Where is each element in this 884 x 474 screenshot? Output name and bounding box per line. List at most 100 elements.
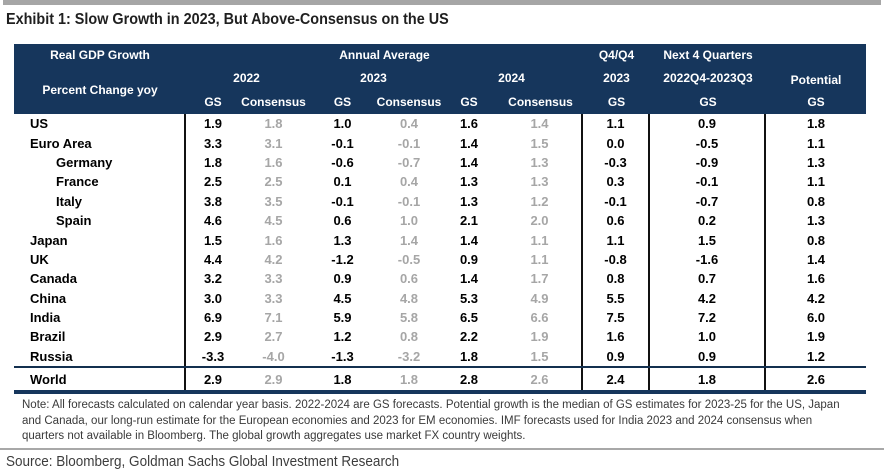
value-cell: 4.8 bbox=[399, 290, 419, 306]
value-cell: 3.2 bbox=[203, 271, 223, 287]
value-cell: 0.3 bbox=[583, 172, 650, 192]
value-cell: 6.6 bbox=[498, 307, 583, 328]
value-cell: 0.8 bbox=[399, 329, 419, 345]
country-cell: China bbox=[14, 288, 186, 308]
value-cell: 2.5 bbox=[264, 174, 283, 190]
header-gs-q4q4: GS bbox=[607, 94, 626, 109]
table-header: Real GDP Growth Annual Average Q4/Q4 Nex… bbox=[14, 44, 866, 114]
value-cell: 1.0 bbox=[399, 213, 419, 229]
value-cell: 1.6 bbox=[264, 232, 283, 248]
value-cell: -4.0 bbox=[262, 348, 285, 364]
table-row: Brazil 2.9 2.7 1.2 0.8 2.2 1.9 1.6 1.0 1.9 bbox=[14, 327, 866, 347]
value-cell: 1.8 bbox=[459, 348, 479, 364]
country-cell: India bbox=[14, 307, 186, 328]
value-cell: 1.3 bbox=[333, 232, 352, 248]
header-consensus-2022: Consensus bbox=[241, 94, 306, 109]
header-percent-change-yoy: Percent Change yoy bbox=[42, 83, 158, 97]
value-cell: -1.6 bbox=[650, 249, 766, 270]
value-cell: 2.6 bbox=[498, 368, 583, 391]
top-divider-bar bbox=[3, 0, 881, 5]
value-cell: 2.8 bbox=[459, 371, 479, 387]
table-row: Russia -3.3 -4.0 -1.3 -3.2 1.8 1.5 0.9 0.9 1.2 bbox=[14, 346, 866, 367]
value-cell: 3.3 bbox=[264, 271, 283, 287]
value-cell: 1.5 bbox=[498, 346, 583, 367]
value-cell: -0.1 bbox=[331, 193, 354, 209]
value-cell: 0.6 bbox=[333, 213, 352, 229]
value-cell: -0.1 bbox=[331, 135, 354, 151]
value-cell: 0.9 bbox=[333, 271, 352, 287]
value-cell: -0.8 bbox=[583, 249, 650, 270]
value-cell: 2.5 bbox=[203, 174, 223, 190]
country-cell: Japan bbox=[14, 230, 186, 250]
value-cell: 1.3 bbox=[498, 172, 583, 192]
footnote: Note: All forecasts calculated on calend… bbox=[22, 399, 840, 443]
value-cell: 6.0 bbox=[806, 310, 826, 326]
value-cell: 1.4 bbox=[459, 135, 479, 151]
country-cell: Canada bbox=[14, 269, 186, 289]
gdp-table: Real GDP Growth Annual Average Q4/Q4 Nex… bbox=[14, 44, 866, 395]
header-real-gdp-growth: Real GDP Growth bbox=[50, 48, 150, 62]
value-cell: -0.1 bbox=[650, 172, 766, 192]
value-cell: 3.1 bbox=[264, 135, 283, 151]
value-cell: 0.9 bbox=[650, 346, 766, 367]
world-body: World 2.9 2.9 1.8 1.8 2.8 2.6 2.4 1.8 2.6 bbox=[14, 368, 866, 391]
value-cell: -0.5 bbox=[397, 251, 421, 267]
value-cell: 1.3 bbox=[806, 154, 826, 170]
value-cell: 2.4 bbox=[583, 368, 650, 391]
value-cell: 5.3 bbox=[459, 290, 479, 306]
value-cell: 5.8 bbox=[399, 310, 419, 326]
value-cell: 0.4 bbox=[399, 116, 419, 132]
value-cell: 1.8 bbox=[264, 116, 283, 132]
value-cell: 1.5 bbox=[498, 133, 583, 153]
header-q4q4-2023: 2023 bbox=[603, 70, 630, 85]
value-cell: 2.1 bbox=[459, 213, 479, 229]
table-body: US 1.9 1.8 1.0 0.4 1.6 1.4 1.1 0.9 1.8 Euro Area 3.… bbox=[14, 114, 866, 367]
value-cell: -0.6 bbox=[331, 154, 354, 170]
value-cell: 1.1 bbox=[583, 114, 650, 134]
country-cell: Euro Area bbox=[14, 133, 186, 153]
value-cell: 2.6 bbox=[806, 371, 826, 387]
value-cell: 1.9 bbox=[203, 116, 223, 132]
value-cell: -3.3 bbox=[201, 348, 225, 364]
value-cell: 1.8 bbox=[333, 371, 352, 387]
value-cell: 0.6 bbox=[399, 271, 419, 287]
value-cell: 4.9 bbox=[498, 288, 583, 308]
value-cell: 1.3 bbox=[806, 213, 826, 229]
value-cell: 1.2 bbox=[333, 329, 352, 345]
header-gs-potential: GS bbox=[807, 94, 825, 109]
value-cell: 3.3 bbox=[264, 290, 283, 306]
value-cell: 1.5 bbox=[650, 230, 766, 250]
header-year-2024: 2024 bbox=[498, 70, 525, 85]
value-cell: 0.9 bbox=[459, 251, 479, 267]
value-cell: 1.0 bbox=[333, 116, 352, 132]
value-cell: 4.6 bbox=[203, 213, 223, 229]
value-cell: -0.7 bbox=[397, 154, 421, 170]
value-cell: 6.9 bbox=[203, 310, 223, 326]
value-cell: 4.2 bbox=[806, 290, 826, 306]
world-row: World 2.9 2.9 1.8 1.8 2.8 2.6 2.4 1.8 2.6 bbox=[14, 368, 866, 391]
value-cell: 1.6 bbox=[264, 154, 283, 170]
world-separator-rule bbox=[14, 366, 866, 369]
value-cell: 1.1 bbox=[806, 135, 826, 151]
value-cell: 2.9 bbox=[264, 371, 283, 387]
country-cell: France bbox=[14, 172, 186, 192]
value-cell: 0.6 bbox=[583, 210, 650, 231]
value-cell: 1.1 bbox=[806, 174, 826, 190]
value-cell: 1.4 bbox=[459, 154, 479, 170]
value-cell: -0.9 bbox=[650, 152, 766, 173]
value-cell: 3.8 bbox=[203, 193, 223, 209]
table-row: Italy 3.8 3.5 -0.1 -0.1 1.3 1.2 -0.1 -0.7 0.8 bbox=[14, 191, 866, 211]
value-cell: 1.2 bbox=[498, 191, 583, 211]
table-row: Spain 4.6 4.5 0.6 1.0 2.1 2.0 0.6 0.2 1.3 bbox=[14, 210, 866, 231]
value-cell: 0.8 bbox=[583, 269, 650, 289]
table-row: UK 4.4 4.2 -1.2 -0.5 0.9 1.1 -0.8 -1.6 1.4 bbox=[14, 249, 866, 270]
value-cell: 4.5 bbox=[333, 290, 352, 306]
exhibit-title: Exhibit 1: Slow Growth in 2023, But Abov… bbox=[6, 11, 449, 28]
value-cell: 1.8 bbox=[203, 154, 223, 170]
value-cell: 4.5 bbox=[264, 213, 283, 229]
table-bottom-rule bbox=[14, 390, 866, 395]
value-cell: 1.9 bbox=[806, 329, 826, 345]
value-cell: 2.9 bbox=[203, 371, 223, 387]
header-q4q4: Q4/Q4 bbox=[598, 48, 635, 62]
header-gs-2023: GS bbox=[333, 94, 352, 109]
